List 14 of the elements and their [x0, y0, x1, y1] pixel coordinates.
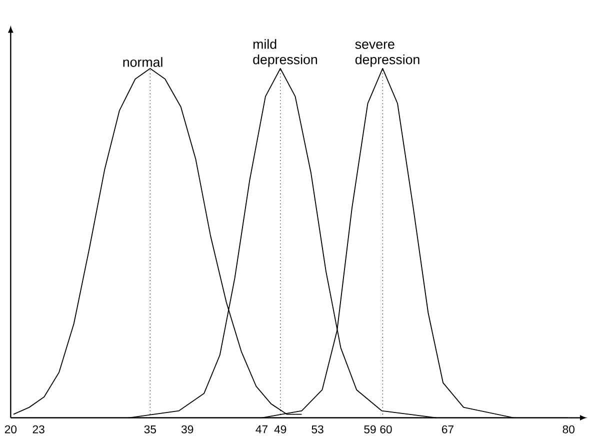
series-label: severe depression — [355, 42, 420, 67]
x-tick-label: 23 — [32, 425, 44, 434]
x-tick-label: 80 — [562, 425, 574, 434]
x-tick-label: 35 — [144, 425, 156, 434]
x-tick-label: 60 — [380, 425, 392, 434]
x-tick-label: 20 — [4, 425, 17, 434]
x-tick-label: 59 — [364, 425, 376, 434]
series-label: mild depression — [253, 39, 317, 67]
x-tick-label: 39 — [181, 425, 194, 434]
x-tick-label: 67 — [442, 425, 454, 434]
x-tick-label: 49 — [274, 425, 286, 434]
x-tick-label: 53 — [312, 425, 324, 434]
x-tick-label: 47 — [256, 425, 268, 434]
series-label: normal — [123, 57, 162, 67]
